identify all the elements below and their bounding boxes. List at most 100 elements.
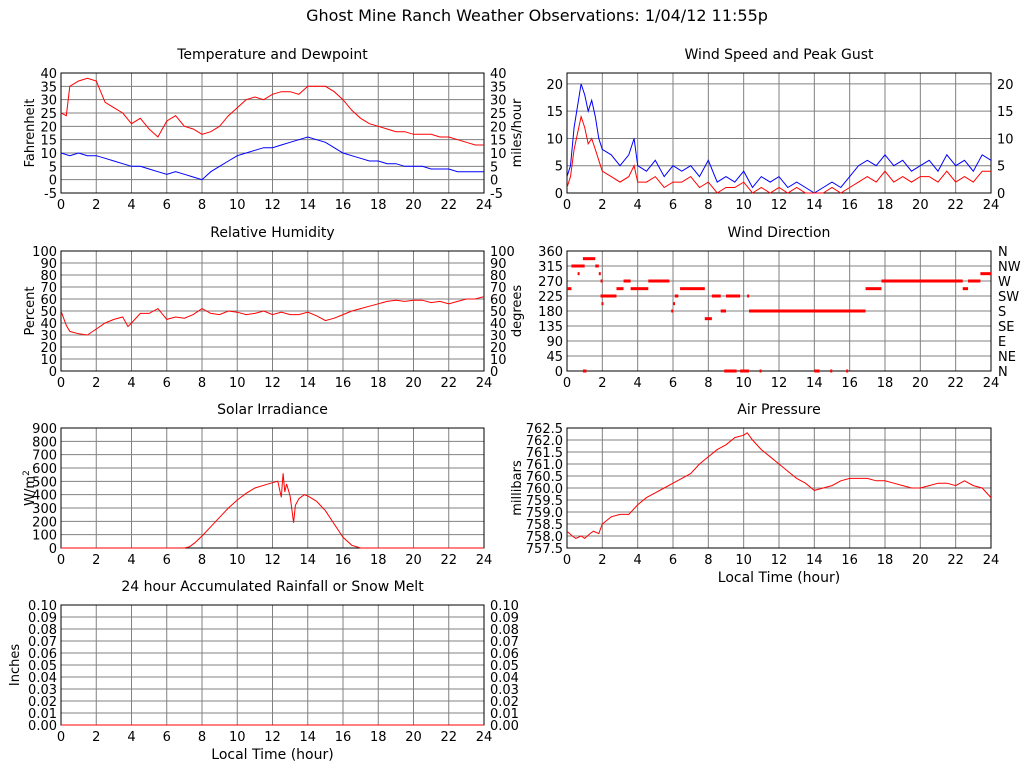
y-tick-label: 20 bbox=[40, 120, 57, 135]
rainfall-chart: 24 hour Accumulated Rainfall or Snow Mel… bbox=[8, 579, 519, 763]
y-axis-title: millibars bbox=[510, 460, 525, 516]
chart-title: Air Pressure bbox=[737, 402, 820, 418]
y-tick-label-right: 30 bbox=[490, 329, 507, 344]
y-tick-label-right: 0 bbox=[997, 187, 1005, 202]
x-tick-label: 8 bbox=[704, 376, 712, 391]
x-tick-label: 0 bbox=[57, 376, 65, 391]
x-tick-label: 14 bbox=[806, 553, 823, 568]
direction-point bbox=[724, 369, 737, 373]
y-tick-label: 0 bbox=[49, 365, 57, 380]
y-tick-label: 0 bbox=[49, 174, 57, 189]
y-tick-label: 40 bbox=[40, 317, 57, 332]
x-tick-label: 0 bbox=[563, 553, 571, 568]
series-line-0 bbox=[61, 77, 484, 146]
y-tick-label-right: 0.06 bbox=[490, 647, 519, 662]
x-tick-label: 18 bbox=[877, 376, 894, 391]
y-tick-label: 0 bbox=[49, 542, 57, 557]
y-tick-label: 400 bbox=[32, 489, 57, 504]
direction-label: SW bbox=[998, 290, 1019, 305]
x-tick-label: 6 bbox=[669, 198, 677, 213]
y-tick-label: 70 bbox=[40, 281, 57, 296]
x-tick-label: 6 bbox=[669, 376, 677, 391]
direction-point bbox=[748, 309, 866, 313]
y-tick-label: 10 bbox=[40, 147, 57, 162]
direction-label: SE bbox=[998, 320, 1014, 335]
direction-point bbox=[674, 294, 679, 298]
y-axis-title: Percent bbox=[23, 287, 38, 336]
y-tick-label: 760.0 bbox=[526, 482, 563, 497]
y-tick-label: 25 bbox=[40, 107, 57, 122]
y-tick-label: 30 bbox=[40, 94, 57, 109]
x-tick-label: 20 bbox=[405, 553, 422, 568]
plot-frame bbox=[566, 427, 992, 549]
chart-title: Wind Direction bbox=[728, 225, 831, 241]
x-tick-label: 24 bbox=[476, 198, 493, 213]
x-tick-label: 18 bbox=[370, 730, 387, 745]
y-tick-label-right: 80 bbox=[490, 269, 507, 284]
direction-label: E bbox=[998, 335, 1006, 350]
x-axis-title: Local Time (hour) bbox=[211, 747, 333, 763]
y-tick-label-right: 0.01 bbox=[490, 707, 519, 722]
x-tick-label: 6 bbox=[163, 730, 171, 745]
x-tick-label: 16 bbox=[335, 376, 352, 391]
y-tick-label: 800 bbox=[32, 435, 57, 450]
x-tick-label: 24 bbox=[476, 376, 493, 391]
direction-point bbox=[680, 287, 705, 291]
y-tick-label: -5 bbox=[44, 187, 57, 202]
direction-point bbox=[623, 279, 631, 283]
x-tick-label: 20 bbox=[912, 376, 929, 391]
direction-label: N bbox=[998, 245, 1008, 260]
x-tick-label: 2 bbox=[92, 730, 100, 745]
y-tick-label: 90 bbox=[546, 335, 563, 350]
direction-label: NW bbox=[998, 260, 1021, 275]
x-tick-label: 4 bbox=[127, 376, 135, 391]
x-tick-label: 16 bbox=[841, 553, 858, 568]
chart-title: Temperature and Dewpoint bbox=[176, 47, 368, 63]
x-tick-label: 22 bbox=[440, 376, 457, 391]
x-tick-label: 18 bbox=[370, 553, 387, 568]
y-tick-label: 10 bbox=[546, 132, 563, 147]
plot-frame bbox=[566, 72, 992, 194]
x-tick-label: 4 bbox=[127, 553, 135, 568]
series-line-0 bbox=[61, 296, 484, 336]
y-tick-label-right: 60 bbox=[490, 293, 507, 308]
x-tick-label: 4 bbox=[127, 730, 135, 745]
y-tick-label: 15 bbox=[546, 105, 563, 120]
y-tick-label: 700 bbox=[32, 449, 57, 464]
y-tick-label: 900 bbox=[32, 422, 57, 437]
chart-title: Solar Irradiance bbox=[217, 402, 328, 418]
x-tick-label: 14 bbox=[806, 198, 823, 213]
direction-point bbox=[865, 287, 882, 291]
x-tick-label: 12 bbox=[771, 376, 788, 391]
y-tick-label: 50 bbox=[40, 305, 57, 320]
direction-point bbox=[711, 294, 721, 298]
direction-point bbox=[571, 264, 585, 268]
y-tick-label: 200 bbox=[32, 515, 57, 530]
y-tick-label-right: -5 bbox=[490, 187, 503, 202]
x-tick-label: 14 bbox=[299, 730, 316, 745]
y-tick-label: 10 bbox=[40, 353, 57, 368]
plot-frame bbox=[60, 427, 485, 549]
chart-title: 24 hour Accumulated Rainfall or Snow Mel… bbox=[121, 579, 424, 595]
y-tick-label-right: 0.05 bbox=[490, 659, 519, 674]
x-tick-label: 0 bbox=[57, 553, 65, 568]
y-tick-label: 500 bbox=[32, 475, 57, 490]
x-tick-label: 6 bbox=[669, 553, 677, 568]
x-tick-label: 14 bbox=[299, 553, 316, 568]
y-tick-label: 35 bbox=[40, 80, 57, 95]
x-tick-label: 24 bbox=[983, 553, 1000, 568]
direction-label: W bbox=[998, 275, 1011, 290]
x-tick-label: 12 bbox=[771, 553, 788, 568]
direction-point bbox=[600, 294, 617, 298]
x-tick-label: 18 bbox=[370, 376, 387, 391]
direction-point bbox=[962, 287, 969, 291]
y-tick-label: 315 bbox=[538, 260, 563, 275]
x-tick-label: 2 bbox=[92, 198, 100, 213]
y-tick-label: 0.07 bbox=[28, 635, 57, 650]
y-tick-label-right: 40 bbox=[490, 317, 507, 332]
x-tick-label: 12 bbox=[264, 553, 281, 568]
y-tick-label: 759.5 bbox=[526, 494, 563, 509]
